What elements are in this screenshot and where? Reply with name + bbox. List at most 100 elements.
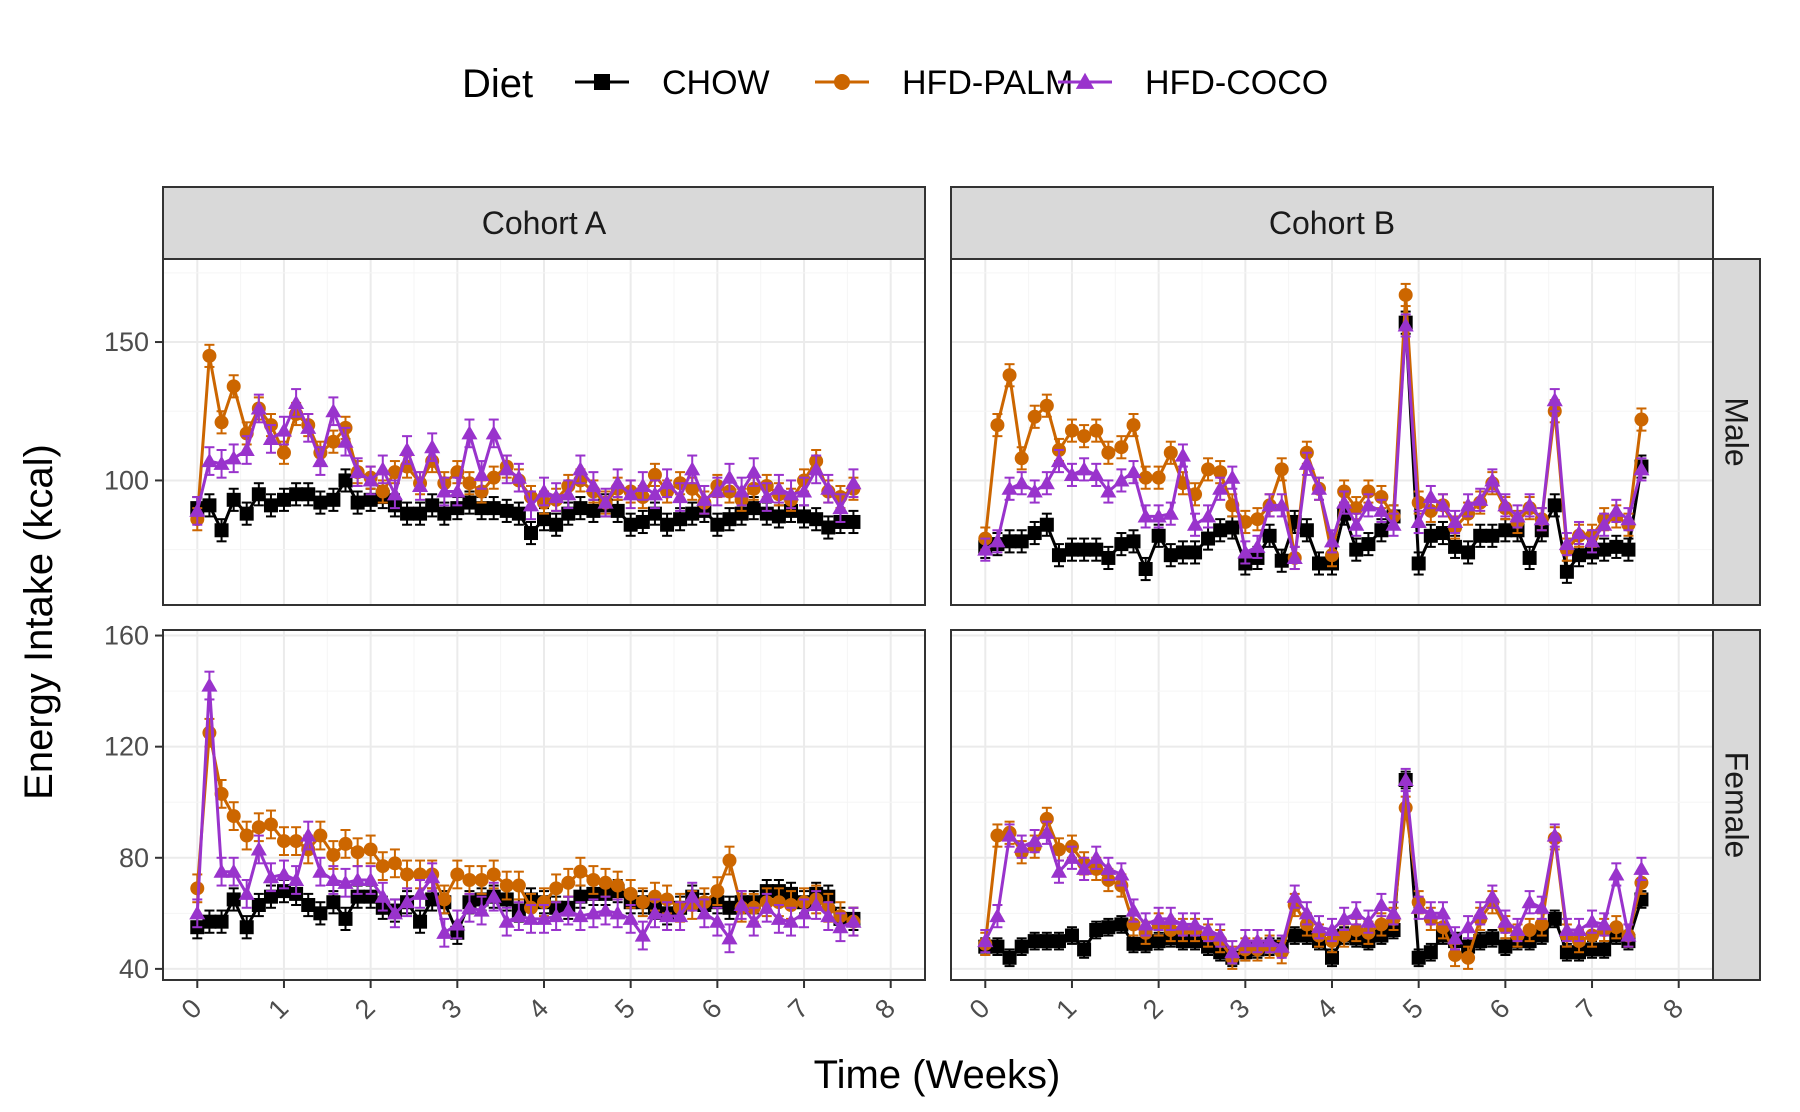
data-point [1050, 863, 1068, 878]
data-point [1027, 934, 1042, 949]
data-point [413, 506, 428, 521]
data-point [660, 517, 675, 532]
data-point [1337, 928, 1352, 943]
data-point [1410, 513, 1427, 528]
data-point [425, 498, 440, 513]
series-group [977, 767, 1650, 970]
data-point [1077, 942, 1092, 957]
data-point [1174, 916, 1191, 931]
data-point [1633, 461, 1650, 476]
data-point [1609, 539, 1624, 554]
data-point [1570, 524, 1588, 540]
data-point [326, 895, 341, 910]
data-point [722, 853, 737, 868]
data-point [586, 873, 601, 887]
data-point [1411, 950, 1426, 965]
data-point [585, 905, 602, 920]
data-point [1138, 562, 1153, 577]
data-point [548, 908, 565, 923]
data-point [326, 492, 341, 507]
data-point [301, 487, 316, 502]
data-point [634, 477, 651, 493]
data-point [1410, 899, 1427, 914]
data-point [1323, 921, 1341, 937]
data-point [202, 498, 217, 513]
data-point [387, 856, 402, 871]
data-point [1001, 480, 1018, 495]
data-point [1596, 516, 1613, 531]
data-point [710, 884, 725, 899]
data-point [1088, 849, 1105, 864]
data-point [374, 888, 391, 903]
x-tick-label: 0 [176, 993, 208, 1025]
data-point [398, 441, 416, 457]
data-point [262, 869, 280, 884]
data-point [623, 517, 638, 532]
data-point [363, 492, 378, 507]
data-point [387, 465, 402, 480]
data-point [1310, 919, 1328, 934]
series-hfd-coco [977, 767, 1650, 965]
data-point [251, 820, 266, 835]
data-point [1150, 508, 1167, 523]
data-point [1273, 497, 1290, 512]
data-point [1174, 447, 1191, 462]
data-point [1237, 544, 1254, 559]
data-point [349, 871, 366, 887]
data-point [1448, 948, 1463, 962]
data-point [1572, 548, 1587, 563]
data-point [201, 453, 218, 468]
data-point [990, 418, 1005, 433]
data-point [832, 500, 849, 515]
data-point [474, 501, 489, 516]
data-point [263, 817, 278, 832]
data-point [301, 898, 316, 912]
data-point [1064, 542, 1079, 557]
data-point [1201, 462, 1216, 477]
data-point [585, 477, 602, 493]
data-point [1286, 888, 1303, 903]
data-point [288, 871, 305, 887]
data-point [1114, 537, 1129, 552]
data-point [610, 503, 625, 518]
data-point [1521, 497, 1538, 512]
data-point [782, 913, 800, 928]
legend: Diet CHOW HFD-PALM HFD-COCO [462, 62, 1328, 106]
series-group [189, 670, 862, 954]
data-point [1186, 516, 1204, 531]
series-group [189, 343, 862, 546]
data-point [1422, 905, 1439, 920]
data-point [572, 461, 589, 476]
data-point [1114, 440, 1129, 455]
series-hfd-coco [977, 313, 1650, 571]
data-point [646, 486, 663, 501]
data-point [1039, 398, 1054, 413]
legend-marker-chow [594, 74, 610, 90]
data-point [424, 439, 441, 454]
y-tick-label: 80 [119, 843, 149, 873]
data-point [1349, 501, 1364, 516]
data-point [1423, 945, 1438, 960]
data-point [437, 506, 452, 521]
data-point [398, 894, 416, 909]
data-point [1250, 512, 1265, 527]
data-point [1570, 921, 1588, 937]
data-point [1125, 902, 1142, 917]
data-point [1163, 445, 1178, 460]
data-point [609, 475, 626, 490]
data-point [1050, 453, 1068, 468]
x-tick-label: 0 [964, 993, 996, 1025]
data-point [1076, 461, 1093, 476]
data-point [275, 866, 293, 881]
data-point [795, 905, 813, 920]
data-point [1089, 923, 1104, 937]
data-point [1608, 502, 1625, 517]
data-point [808, 896, 825, 912]
data-point [1435, 526, 1450, 541]
x-tick-label: 5 [1397, 993, 1429, 1025]
data-point [549, 517, 564, 532]
data-point [1013, 838, 1030, 853]
data-point [1299, 523, 1314, 538]
data-point [770, 480, 787, 495]
strip-label: Male [1719, 397, 1755, 466]
